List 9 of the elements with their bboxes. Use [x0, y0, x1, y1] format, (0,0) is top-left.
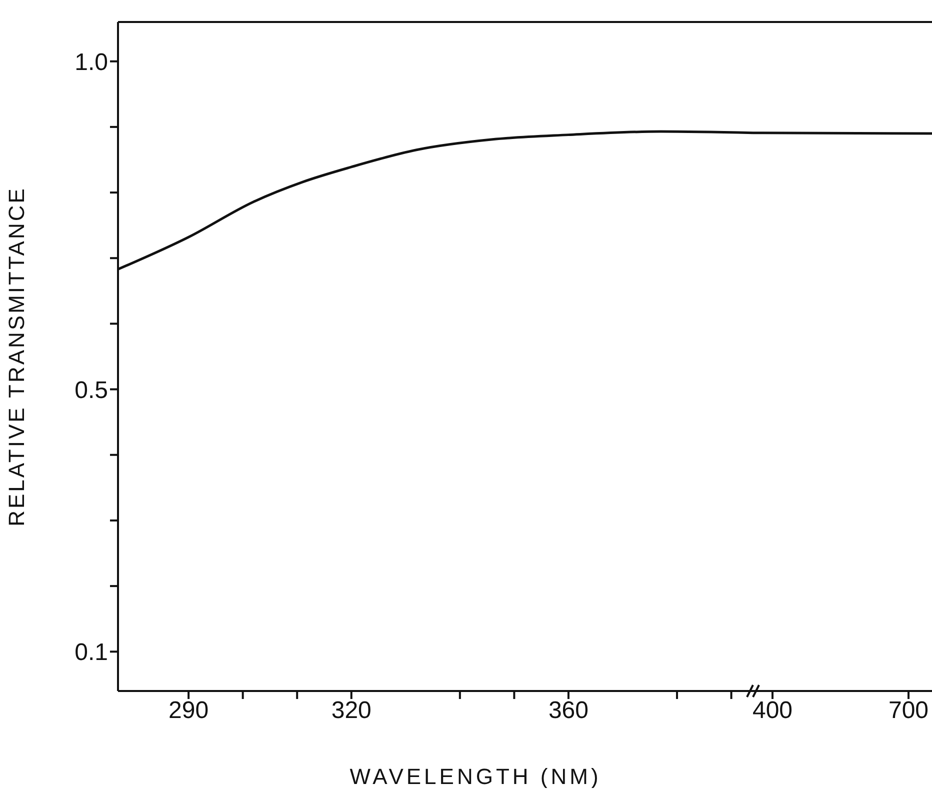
x-tick-label: 290 — [168, 697, 209, 724]
y-axis-title: RELATIVE TRANSMITTANCE — [4, 186, 29, 526]
x-tick-label: 360 — [548, 697, 588, 724]
x-tick-label: 400 — [752, 697, 793, 724]
x-tick-label: 320 — [331, 697, 372, 724]
y-tick-label: 1.0 — [74, 48, 108, 76]
y-tick-label: 0.5 — [74, 376, 108, 404]
y-tick-label: 0.1 — [74, 639, 108, 666]
x-tick-label: 700 — [888, 697, 929, 724]
